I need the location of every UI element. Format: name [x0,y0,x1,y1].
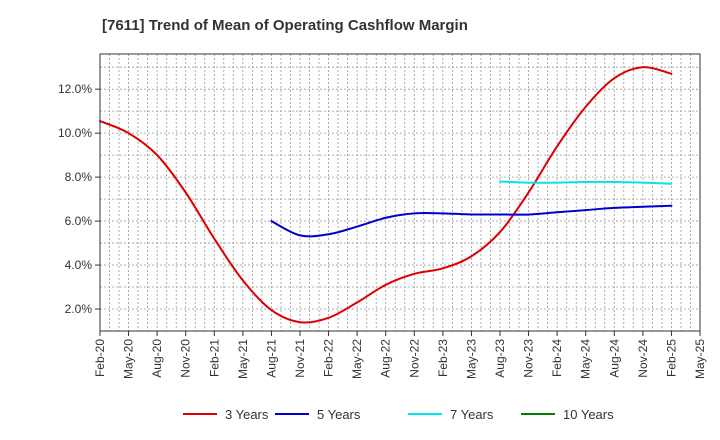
x-tick-label: Feb-23 [436,339,450,377]
x-tick-label: May-21 [236,339,250,379]
x-tick-label: Nov-21 [293,339,307,378]
series-line-7-years [499,180,673,185]
y-tick-label: 10.0% [58,126,92,140]
plot-border [99,53,701,332]
x-tick-label: Aug-21 [264,339,278,378]
series-line-3-years [99,66,673,324]
plot-area [100,54,700,331]
x-tick-label: May-25 [693,339,707,379]
legend-label: 7 Years [450,407,494,422]
y-tick-label: 4.0% [65,258,93,272]
x-tick-label: Nov-24 [636,339,650,378]
x-tick-label: Aug-24 [607,339,621,378]
y-axis: 2.0% 4.0% 6.0% 8.0% 10.0% 12.0% [58,82,100,316]
x-tick-label: Aug-20 [150,339,164,378]
y-tick-label: 8.0% [65,170,93,184]
x-tick-label: Feb-20 [93,339,107,377]
y-tick-label: 2.0% [65,302,93,316]
y-tick-label: 12.0% [58,82,92,96]
x-tick-label: Feb-21 [207,339,221,377]
x-tick-label: Feb-22 [322,339,336,377]
x-tick-label: May-24 [579,339,593,379]
x-tick-label: Aug-22 [379,339,393,378]
series-lines [99,66,673,324]
y-tick-label: 6.0% [65,214,93,228]
x-tick-label: May-22 [350,339,364,379]
legend-label: 3 Years [225,407,269,422]
series-line-5-years [270,204,673,238]
legend: 3 Years 5 Years 7 Years 10 Years [183,407,614,422]
chart-title: [7611] Trend of Mean of Operating Cashfl… [102,17,468,34]
x-tick-label: May-23 [464,339,478,379]
legend-label: 10 Years [563,407,614,422]
x-axis: Feb-20 May-20 Aug-20 Nov-20 Feb-21 May-21 Aug-… [93,331,707,379]
legend-label: 5 Years [317,407,361,422]
x-tick-label: Nov-20 [179,339,193,378]
x-tick-label: Nov-22 [407,339,421,378]
x-tick-label: Aug-23 [493,339,507,378]
x-tick-label: Nov-23 [522,339,536,378]
grid [99,54,700,331]
x-tick-label: Feb-24 [550,339,564,377]
x-tick-label: Feb-25 [664,339,678,377]
x-tick-label: May-20 [122,339,136,379]
